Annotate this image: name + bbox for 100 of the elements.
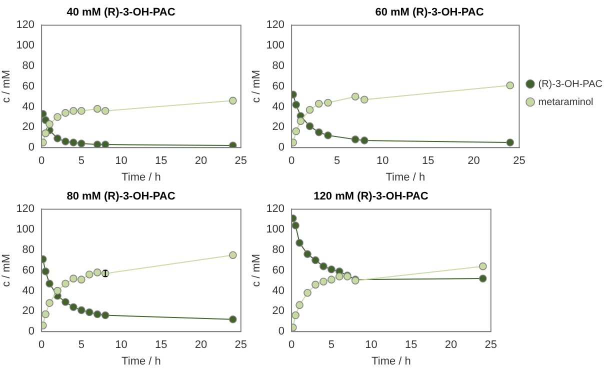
point xyxy=(292,100,300,109)
point xyxy=(292,127,300,136)
point xyxy=(101,140,110,148)
y-tick-label: 0 xyxy=(278,142,285,154)
point xyxy=(292,222,300,230)
y-axis-title: c / mM xyxy=(0,70,13,103)
point xyxy=(314,128,323,136)
x-tick-label: 25 xyxy=(484,339,498,352)
point xyxy=(70,106,78,115)
y-tick-label: 40 xyxy=(22,100,35,113)
y-tick-label: 100 xyxy=(266,224,285,236)
point xyxy=(304,288,312,297)
y-tick-label: 20 xyxy=(272,121,285,134)
y-tick-label: 100 xyxy=(16,224,35,236)
x-tick-label: 10 xyxy=(115,339,128,352)
point xyxy=(328,265,336,274)
point xyxy=(320,262,328,270)
point xyxy=(351,92,360,100)
point xyxy=(62,109,70,117)
point xyxy=(296,117,305,125)
point xyxy=(506,138,514,146)
x-axis-title: Time / h xyxy=(386,171,426,184)
x-axis-title: Time / h xyxy=(122,171,161,184)
point xyxy=(54,286,62,295)
point xyxy=(229,315,237,324)
chart-title: 40 mM (R)-3-OH-PAC xyxy=(66,6,176,19)
point xyxy=(46,299,54,307)
point xyxy=(312,256,320,264)
point xyxy=(42,268,50,276)
y-tick-label: 20 xyxy=(22,121,35,134)
chart-title: 120 mM (R)-3-OH-PAC xyxy=(314,190,428,203)
chart-title: 60 mM (R)-3-OH-PAC xyxy=(375,6,484,19)
x-tick-label: 15 xyxy=(422,155,434,168)
point xyxy=(42,310,50,318)
x-tick-label: 10 xyxy=(365,339,378,352)
x-tick-label: 20 xyxy=(444,339,458,352)
x-tick-label: 0 xyxy=(38,155,45,168)
point xyxy=(78,306,86,314)
y-tick-label: 80 xyxy=(272,244,285,256)
x-tick-label: 20 xyxy=(194,155,208,168)
y-tick-label: 120 xyxy=(16,19,35,32)
x-tick-label: 10 xyxy=(115,155,128,168)
y-tick-label: 0 xyxy=(28,142,35,154)
x-tick-label: 20 xyxy=(468,155,480,168)
x-tick-label: 25 xyxy=(234,155,248,168)
point xyxy=(78,276,86,284)
y-tick-label: 60 xyxy=(22,264,35,276)
chart-title: 80 mM (R)-3-OH-PAC xyxy=(66,190,176,203)
point xyxy=(62,298,70,306)
y-tick-label: 60 xyxy=(272,80,285,92)
point xyxy=(101,311,110,320)
x-tick-label: 5 xyxy=(328,339,334,352)
point xyxy=(93,268,102,276)
x-tick-label: 5 xyxy=(78,155,84,168)
point xyxy=(62,138,70,146)
x-tick-label: 15 xyxy=(405,339,418,352)
point xyxy=(328,276,336,284)
point xyxy=(479,262,487,270)
x-axis-title: Time / h xyxy=(372,355,411,368)
x-tick-label: 0 xyxy=(288,155,295,168)
y-tick-label: 80 xyxy=(22,60,35,72)
point xyxy=(54,113,62,121)
point xyxy=(54,134,62,142)
point xyxy=(324,131,332,140)
point xyxy=(78,140,86,148)
point xyxy=(46,120,54,128)
x-tick-label: 25 xyxy=(513,155,526,168)
point xyxy=(479,274,487,282)
y-tick-label: 100 xyxy=(266,40,285,52)
x-tick-label: 0 xyxy=(288,339,295,352)
point xyxy=(229,251,237,259)
point xyxy=(296,238,304,247)
point xyxy=(70,274,78,282)
y-tick-label: 0 xyxy=(28,326,35,338)
point xyxy=(324,98,332,107)
point xyxy=(306,106,314,114)
point xyxy=(360,96,368,104)
point xyxy=(93,140,102,148)
x-tick-label: 15 xyxy=(155,339,168,352)
point xyxy=(93,104,102,113)
x-tick-label: 25 xyxy=(234,339,248,352)
point xyxy=(229,142,237,148)
x-tick-label: 10 xyxy=(376,155,389,168)
point xyxy=(292,311,300,320)
point xyxy=(306,122,314,130)
point xyxy=(85,270,94,278)
point xyxy=(506,81,514,90)
point xyxy=(335,272,344,280)
x-tick-label: 0 xyxy=(38,339,45,352)
y-tick-label: 60 xyxy=(22,80,35,92)
point xyxy=(85,308,94,316)
x-tick-label: 5 xyxy=(78,339,84,352)
point xyxy=(70,303,78,312)
y-tick-label: 80 xyxy=(22,244,35,256)
point xyxy=(351,136,360,144)
y-axis-title: c / mM xyxy=(250,254,263,287)
y-tick-label: 40 xyxy=(272,100,285,113)
point xyxy=(229,96,237,105)
point xyxy=(360,136,368,144)
point xyxy=(62,280,70,288)
